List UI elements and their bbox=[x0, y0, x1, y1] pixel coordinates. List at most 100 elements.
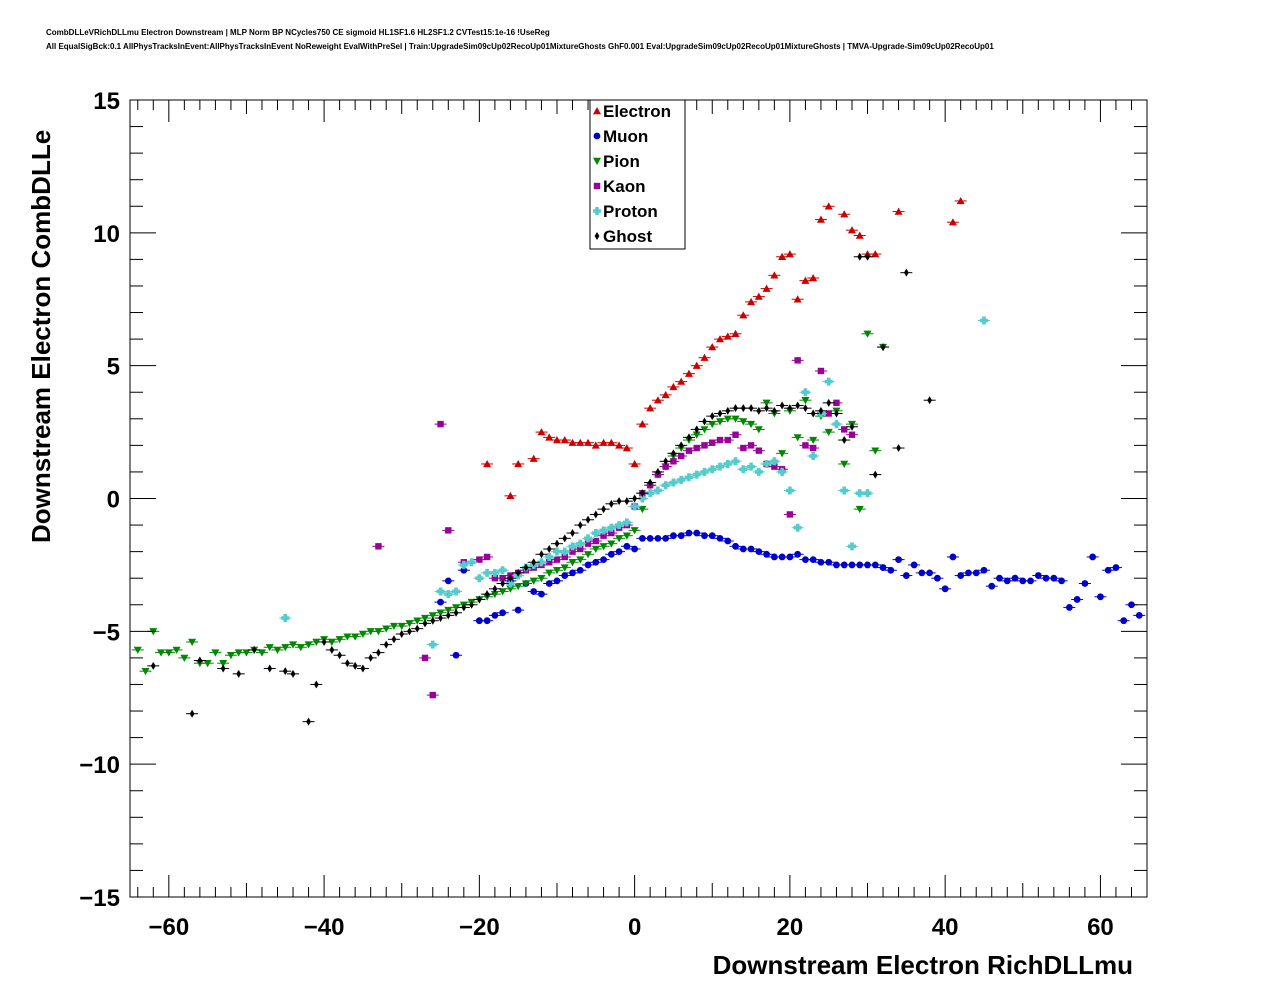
data-point bbox=[716, 418, 725, 426]
data-point bbox=[677, 475, 686, 484]
data-point bbox=[895, 556, 902, 564]
data-point bbox=[786, 553, 794, 561]
data-point bbox=[584, 534, 593, 543]
data-point bbox=[755, 447, 763, 454]
data-point bbox=[630, 502, 639, 511]
data-point bbox=[778, 553, 786, 561]
data-point bbox=[483, 617, 491, 625]
x-tick-label: −20 bbox=[459, 914, 500, 941]
data-point bbox=[801, 276, 810, 284]
data-point bbox=[716, 534, 724, 542]
data-point bbox=[701, 442, 708, 449]
y-tick-label: 0 bbox=[107, 487, 120, 514]
data-point bbox=[313, 680, 319, 689]
data-point bbox=[717, 409, 723, 418]
data-point bbox=[529, 577, 538, 585]
series-muon bbox=[434, 529, 1146, 659]
data-point bbox=[344, 659, 350, 668]
data-point bbox=[817, 367, 825, 375]
data-point bbox=[639, 489, 645, 498]
data-point bbox=[452, 604, 461, 612]
data-point bbox=[671, 449, 676, 458]
data-point bbox=[716, 335, 725, 343]
data-point bbox=[731, 457, 740, 466]
data-point bbox=[638, 505, 647, 514]
data-point bbox=[622, 532, 631, 540]
legend-box bbox=[589, 99, 686, 250]
data-point bbox=[739, 418, 748, 426]
data-point bbox=[747, 462, 756, 471]
data-point bbox=[855, 231, 864, 239]
data-point bbox=[306, 717, 311, 726]
data-point bbox=[452, 651, 460, 659]
data-point bbox=[841, 436, 847, 445]
data-point bbox=[290, 669, 296, 678]
x-tick-label: −60 bbox=[148, 914, 189, 941]
data-point bbox=[708, 420, 717, 429]
data-point bbox=[391, 635, 397, 644]
data-point bbox=[802, 556, 809, 564]
data-point bbox=[469, 600, 474, 609]
data-point bbox=[756, 406, 762, 415]
data-point bbox=[584, 551, 593, 559]
data-point bbox=[437, 598, 444, 606]
data-point bbox=[638, 420, 647, 428]
data-point bbox=[840, 210, 849, 218]
data-point bbox=[592, 537, 600, 545]
data-point bbox=[220, 664, 226, 673]
data-point bbox=[539, 550, 544, 559]
data-point bbox=[189, 709, 195, 718]
data-point bbox=[723, 415, 732, 423]
data-point bbox=[801, 388, 810, 397]
data-point bbox=[281, 644, 290, 652]
data-point bbox=[747, 420, 756, 429]
data-point bbox=[444, 606, 453, 615]
data-point bbox=[360, 664, 366, 673]
series-pion bbox=[131, 330, 890, 676]
data-point bbox=[545, 433, 554, 441]
data-point bbox=[801, 397, 810, 405]
data-point bbox=[546, 559, 553, 566]
data-point bbox=[863, 489, 872, 498]
data-point bbox=[740, 444, 747, 452]
data-point bbox=[1050, 574, 1058, 582]
data-point bbox=[865, 252, 870, 261]
data-point bbox=[335, 636, 344, 644]
data-point bbox=[903, 268, 909, 277]
data-point bbox=[638, 494, 647, 503]
data-point bbox=[701, 532, 708, 540]
data-point bbox=[871, 250, 880, 258]
data-point bbox=[802, 442, 809, 449]
y-tick-label: −15 bbox=[79, 885, 120, 912]
x-tick-label: 20 bbox=[777, 914, 804, 941]
data-point bbox=[809, 556, 817, 564]
y-tick-label: 15 bbox=[93, 88, 120, 115]
data-point bbox=[655, 467, 661, 476]
data-point bbox=[902, 572, 910, 579]
data-point bbox=[700, 426, 709, 434]
data-point bbox=[428, 640, 437, 649]
data-point bbox=[700, 467, 709, 476]
data-point bbox=[723, 459, 732, 468]
data-point bbox=[763, 550, 770, 558]
data-point bbox=[491, 575, 499, 582]
data-point bbox=[475, 574, 484, 583]
data-point bbox=[569, 548, 576, 555]
data-point bbox=[498, 566, 507, 575]
data-point bbox=[407, 627, 412, 636]
data-point bbox=[529, 454, 538, 462]
data-point bbox=[841, 426, 848, 433]
data-point bbox=[444, 590, 453, 599]
data-point bbox=[343, 633, 352, 641]
data-point bbox=[397, 622, 406, 631]
data-point bbox=[273, 646, 282, 654]
data-point bbox=[554, 539, 560, 548]
data-point bbox=[685, 529, 693, 537]
data-point bbox=[461, 603, 467, 612]
data-point bbox=[553, 556, 561, 563]
data-point bbox=[413, 617, 422, 625]
legend-label-pion: Pion bbox=[603, 152, 640, 171]
data-point bbox=[490, 590, 499, 599]
data-point bbox=[630, 527, 639, 535]
data-point bbox=[405, 620, 414, 628]
